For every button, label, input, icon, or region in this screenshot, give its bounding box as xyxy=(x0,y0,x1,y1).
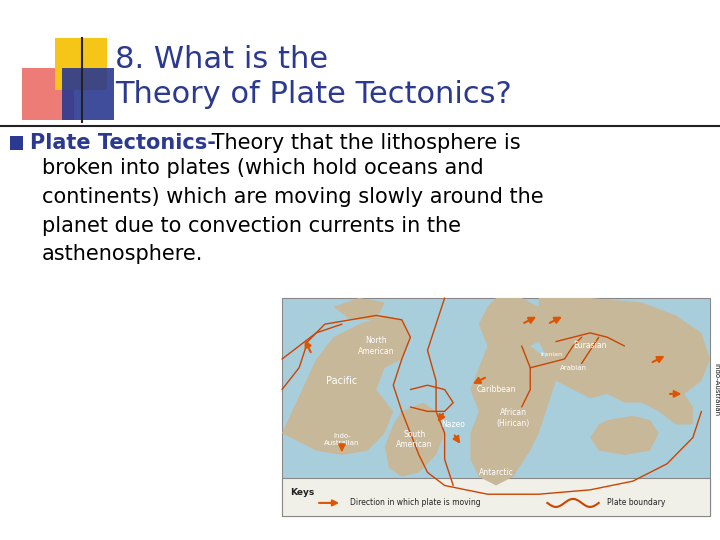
Text: Indo-
Australian: Indo- Australian xyxy=(324,433,360,446)
Bar xyxy=(22,68,74,120)
Text: Theory of Plate Tectonics?: Theory of Plate Tectonics? xyxy=(115,80,512,109)
Text: Indo-Australian: Indo-Australian xyxy=(713,363,719,416)
Bar xyxy=(55,38,107,90)
Text: broken into plates (which hold oceans and
continents) which are moving slowly ar: broken into plates (which hold oceans an… xyxy=(42,158,544,265)
Polygon shape xyxy=(590,416,659,455)
Bar xyxy=(62,68,114,120)
Bar xyxy=(10,136,23,150)
Text: Keys: Keys xyxy=(291,488,315,497)
Bar xyxy=(282,298,710,516)
Text: North
American: North American xyxy=(358,336,395,356)
Text: Iranian: Iranian xyxy=(541,352,562,357)
Polygon shape xyxy=(539,298,710,424)
Text: Plate boundary: Plate boundary xyxy=(607,498,666,508)
Text: Theory that the lithosphere is: Theory that the lithosphere is xyxy=(205,133,521,153)
Text: Plate Tectonics-: Plate Tectonics- xyxy=(30,133,216,153)
Text: Eurasian: Eurasian xyxy=(573,341,607,350)
Text: Nazeo: Nazeo xyxy=(441,420,465,429)
Text: 8. What is the: 8. What is the xyxy=(115,45,328,74)
Polygon shape xyxy=(333,298,384,320)
Text: South
American: South American xyxy=(397,430,433,449)
Text: African
(Hirican): African (Hirican) xyxy=(497,408,530,428)
Polygon shape xyxy=(282,315,410,455)
Text: Arabian: Arabian xyxy=(559,364,587,371)
Text: Caribbean: Caribbean xyxy=(476,385,516,394)
Polygon shape xyxy=(470,298,556,485)
Polygon shape xyxy=(384,403,445,477)
Text: Direction in which plate is moving: Direction in which plate is moving xyxy=(351,498,481,508)
Text: Antarctic: Antarctic xyxy=(479,468,513,477)
Bar xyxy=(282,478,710,516)
Text: Pacific: Pacific xyxy=(326,376,358,386)
